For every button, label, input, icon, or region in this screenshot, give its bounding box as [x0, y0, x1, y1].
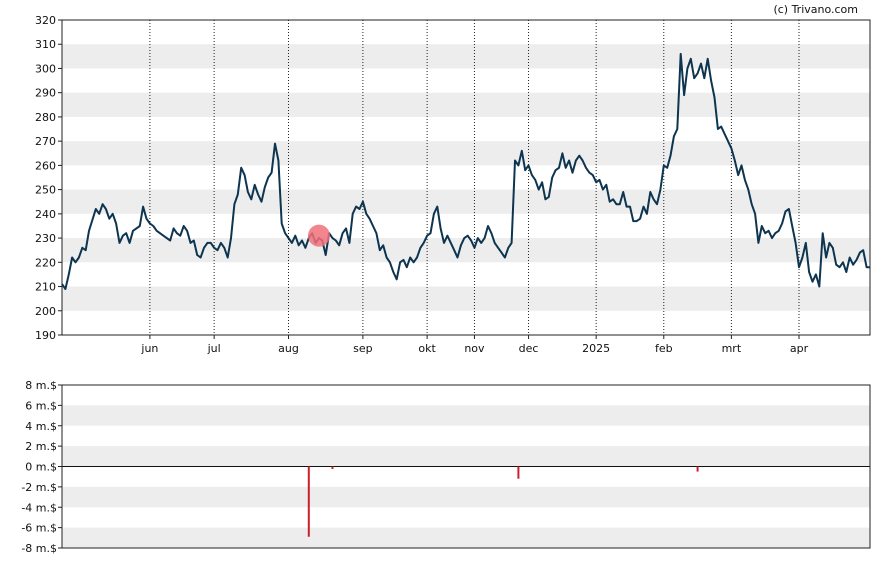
- plot-frame: [61, 384, 871, 549]
- x-tick-label: 2025: [582, 342, 610, 355]
- x-tick-label: sep: [353, 342, 372, 355]
- price-line: [61, 52, 870, 290]
- y-tick-label: 280: [35, 111, 56, 124]
- y-tick-label: 200: [35, 305, 56, 318]
- grid-band: [62, 238, 870, 263]
- x-tick-label: dec: [519, 342, 539, 355]
- y-tick-label: 190: [35, 329, 56, 342]
- y-tick-label: 6 m.$: [25, 399, 57, 412]
- y-tick-label: 210: [35, 281, 56, 294]
- grid-band: [62, 92, 870, 117]
- x-tick-label: nov: [464, 342, 485, 355]
- x-tick-label: mrt: [722, 342, 742, 355]
- grid-band: [62, 141, 870, 166]
- credit-text: (c) Trivano.com: [773, 3, 858, 16]
- volume-chart: -8 m.$ -6 m.$ -4 m.$ -2 m.$ 0 m.$ 2 m.$ 4 m.$ 6…: [21, 379, 871, 555]
- y-tick-label: 240: [35, 208, 56, 221]
- x-tick-label: jul: [207, 342, 221, 355]
- y-tick-label: 230: [35, 232, 56, 245]
- y-tick-label: 8 m.$: [25, 379, 57, 392]
- y-tick-label: 4 m.$: [25, 420, 57, 433]
- y-tick-label: 310: [35, 38, 56, 51]
- y-tick-label: -2 m.$: [21, 481, 57, 494]
- grid-band: [62, 486, 870, 508]
- y-tick-label: -4 m.$: [21, 501, 57, 514]
- grid-band: [62, 446, 870, 467]
- grid-band: [62, 286, 870, 311]
- y-tick-label: 2 m.$: [25, 440, 57, 453]
- y-tick-label: -8 m.$: [21, 542, 57, 555]
- x-tick-label: jun: [140, 342, 158, 355]
- y-tick-label: 260: [35, 159, 56, 172]
- y-tick-label: -6 m.$: [21, 522, 57, 535]
- grid-band: [62, 527, 870, 548]
- plot-frame: [61, 19, 871, 336]
- y-tick-label: 220: [35, 256, 56, 269]
- grid-band: [62, 189, 870, 214]
- event-marker: [307, 224, 330, 247]
- x-tick-label: feb: [655, 342, 673, 355]
- y-tick-label: 270: [35, 135, 56, 148]
- price-chart: jun jul aug sep okt nov dec 2025 feb mrt apr 190 200…: [35, 14, 871, 355]
- grid-band: [62, 44, 870, 69]
- x-tick-label: okt: [418, 342, 436, 355]
- x-tick-label: aug: [278, 342, 299, 355]
- y-tick-label: 290: [35, 87, 56, 100]
- grid-band: [62, 405, 870, 426]
- y-tick-label: 300: [35, 62, 56, 75]
- y-tick-label: 0 m.$: [25, 461, 57, 474]
- x-tick-label: apr: [790, 342, 809, 355]
- y-tick-label: 320: [35, 14, 56, 27]
- y-tick-label: 250: [35, 184, 56, 197]
